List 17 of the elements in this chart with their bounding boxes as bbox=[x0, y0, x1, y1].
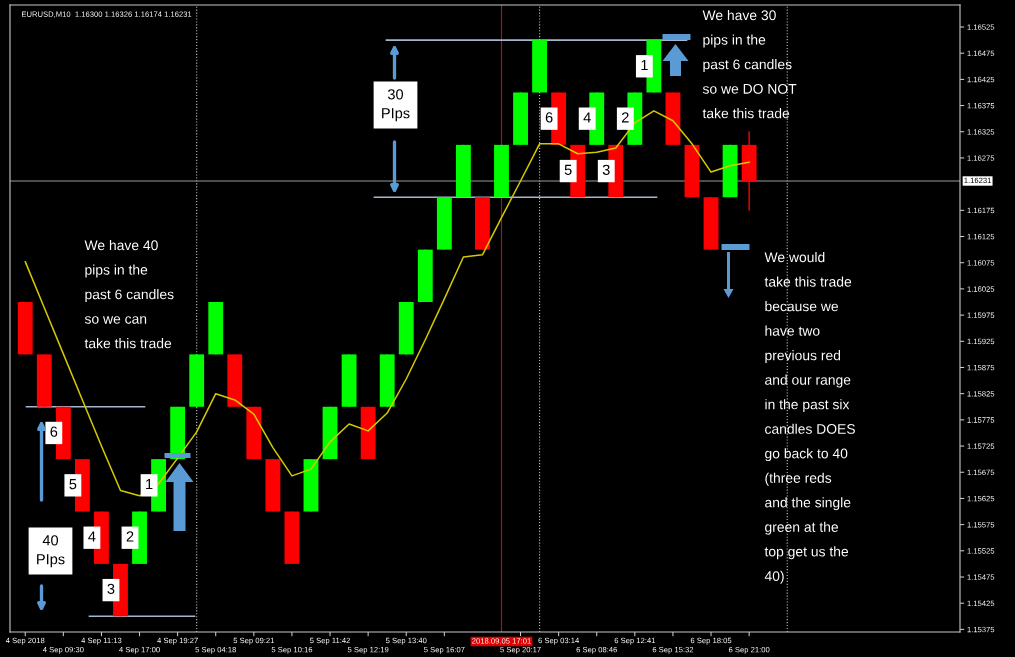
text: 5 bbox=[564, 164, 572, 175]
text: 1 bbox=[146, 479, 153, 490]
annotation: 40 PIps bbox=[37, 535, 65, 568]
annotation: 30 PIps bbox=[382, 89, 410, 122]
text: 4 bbox=[88, 531, 96, 542]
text: 5 bbox=[69, 479, 77, 490]
text: 3 bbox=[602, 164, 610, 175]
text: 1 bbox=[641, 60, 648, 71]
annotation: We have 40 pips in the past 6 candles so we can take this trade bbox=[84, 240, 174, 349]
text: 6 bbox=[545, 112, 553, 123]
text: 3 bbox=[107, 583, 115, 595]
text: 6 bbox=[50, 426, 58, 437]
annotation: We have 30 pips in the past 6 candles so we DO NOT take this trade bbox=[702, 10, 797, 119]
text: We would take this trade because we have two previous red and our range in the past six candles DOES go back to 40 (three reds and the single green at the top get us the 40) bbox=[764, 252, 855, 584]
text: 4 bbox=[583, 112, 591, 123]
text: 2 bbox=[621, 112, 629, 123]
text: 2 bbox=[126, 531, 134, 542]
